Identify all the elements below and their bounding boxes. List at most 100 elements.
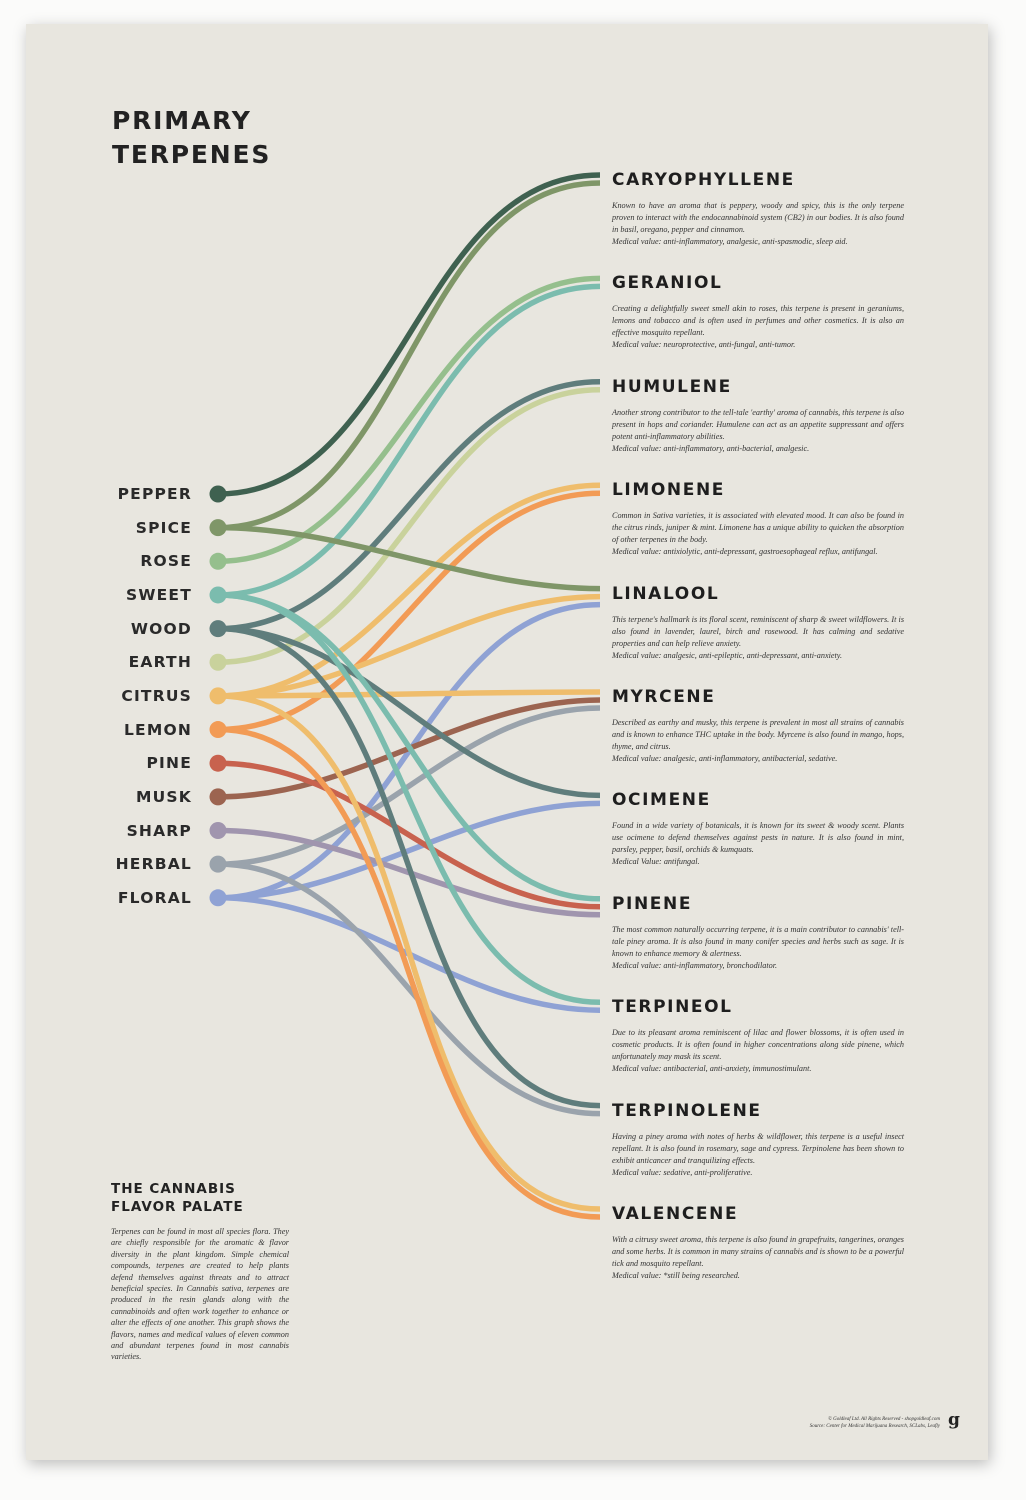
terpene-name: CARYOPHYLLENE xyxy=(612,170,795,190)
terpene-medical-value: Medical value: antixiolytic, anti-depres… xyxy=(612,547,878,557)
connection-earth-humulene xyxy=(217,387,601,665)
flavor-label-musk: MUSK xyxy=(136,787,192,806)
terpene-description: Known to have an aroma that is peppery, … xyxy=(612,200,904,248)
connection-wood-humulene xyxy=(217,379,601,632)
terpene-limonene: LIMONENE Common in Sativa varieties, it i… xyxy=(612,480,904,558)
terpene-desc-text: With a citrusy sweet aroma, this terpene… xyxy=(612,1235,904,1268)
terpene-name: LIMONENE xyxy=(612,480,726,501)
terpene-desc-text: Due to its pleasant aroma reminiscent of… xyxy=(612,1028,904,1062)
terpene-medical-value: Medical value: *still being researched. xyxy=(612,1271,740,1280)
title-line-2: TERPENES xyxy=(112,140,272,169)
terpene-medical-value: Medical value: neuroprotective, anti-fun… xyxy=(612,340,796,350)
terpene-myrcene: MYRCENE Described as earthy and musky, th… xyxy=(612,687,904,765)
terpene-geraniol: GERANIOL Creating a delightfully sweet sm… xyxy=(612,273,904,351)
terpene-medical-value: Medical value: anti-inflammatory, bronch… xyxy=(612,960,778,970)
connection-floral-ocimene xyxy=(217,800,601,901)
connection-citrus-limonene xyxy=(217,482,601,699)
flavor-dot-floral xyxy=(209,889,227,907)
terpene-name: TERPINOLENE xyxy=(612,1100,762,1121)
terpene-medical-value: Medical value: analgesic, anti-epileptic… xyxy=(612,650,843,660)
flavor-dot-pepper xyxy=(209,485,227,503)
terpene-name: HUMULENE xyxy=(612,376,732,397)
terpene-name: VALENCENE xyxy=(612,1204,739,1224)
flavor-dot-citrus xyxy=(209,687,227,705)
connection-pepper-caryophyllene xyxy=(217,172,601,497)
terpene-valencene: VALENCENE With a citrusy sweet aroma, thi… xyxy=(612,1204,904,1282)
terpene-desc-text: Described as earthy and musky, this terp… xyxy=(612,718,904,751)
terpene-medical-value: Medical value: sedative, anti-proliferat… xyxy=(612,1167,753,1177)
terpene-desc-text: Common in Sativa varieties, it is associ… xyxy=(612,511,904,545)
flavor-dot-lemon xyxy=(209,721,227,739)
terpene-description: This terpene's hallmark is its floral sc… xyxy=(612,614,904,662)
connection-herbal-terpinolene xyxy=(217,861,601,1117)
flavor-label-herbal: HERBAL xyxy=(115,855,192,874)
terpene-description: The most common naturally occurring terp… xyxy=(612,924,904,972)
flavor-dot-wood xyxy=(209,620,227,638)
goldleaf-logo: g xyxy=(948,1410,960,1430)
connection-wood-ocimene xyxy=(217,625,601,799)
flavor-dot-sharp xyxy=(209,822,227,839)
terpene-desc-text: The most common naturally occurring terp… xyxy=(612,924,904,958)
terpene-medical-value: Medical value: analgesic, anti-inflammat… xyxy=(612,754,838,763)
connection-pine-pinene xyxy=(217,760,601,910)
terpene-name: GERANIOL xyxy=(612,273,723,294)
flavor-dot-spice xyxy=(209,519,227,537)
terpene-desc-text: Having a piney aroma with notes of herbs… xyxy=(612,1131,904,1165)
flavor-label-spice: SPICE xyxy=(135,518,192,537)
terpene-humulene: HUMULENE Another strong contributor to th… xyxy=(612,377,904,455)
connection-citrus-valencene xyxy=(217,693,601,1212)
flavor-dot-sweet xyxy=(209,586,227,604)
poster xyxy=(26,24,988,1460)
terpene-desc-text: This terpene's hallmark is its floral sc… xyxy=(612,614,904,648)
page-title: PRIMARY TERPENES xyxy=(112,104,271,172)
flavor-dot-herbal xyxy=(209,855,227,873)
terpene-linalool: LINALOOL This terpene's hallmark is its f… xyxy=(612,584,904,662)
terpene-terpineol: TERPINEOL Due to its pleasant aroma remin… xyxy=(612,997,904,1075)
connection-spice-linalool xyxy=(217,524,601,592)
source: Source: Center for Medical Marijuana Res… xyxy=(809,1424,940,1429)
flavor-label-pine: PINE xyxy=(146,754,192,773)
connection-sweet-geraniol xyxy=(217,283,601,598)
flavor-label-sweet: SWEET xyxy=(125,585,192,604)
terpene-description: Due to its pleasant aroma reminiscent of… xyxy=(612,1027,904,1075)
terpene-desc-text: Found in a wide variety of botanicals, i… xyxy=(612,821,904,855)
terpene-name: LINALOOL xyxy=(612,583,720,604)
flavor-label-rose: ROSE xyxy=(140,552,192,571)
flavor-label-floral: FLORAL xyxy=(117,888,192,907)
connection-lemon-valencene xyxy=(217,726,601,1220)
terpene-description: With a citrusy sweet aroma, this terpene… xyxy=(612,1234,904,1282)
palate-title: THE CANNABIS FLAVOR PALATE xyxy=(111,1181,244,1215)
terpene-caryophyllene: CARYOPHYLLENE Known to have an aroma that… xyxy=(612,170,904,248)
terpene-ocimene: OCIMENE Found in a wide variety of botani… xyxy=(612,790,904,868)
terpene-desc-text: Another strong contributor to the tell-t… xyxy=(612,407,904,441)
flavor-label-lemon: LEMON xyxy=(123,720,192,739)
flavor-dot-rose xyxy=(209,552,227,570)
flavor-label-earth: EARTH xyxy=(128,653,192,672)
terpene-description: Common in Sativa varieties, it is associ… xyxy=(612,510,904,558)
connection-wood-terpinolene xyxy=(217,625,601,1109)
copyright: © Goldleaf Ltd. All Rights Reserved - sh… xyxy=(828,1417,940,1422)
flavor-dot-earth xyxy=(209,653,227,671)
terpene-desc-text: Creating a delightfully sweet smell akin… xyxy=(612,304,904,338)
terpene-name: MYRCENE xyxy=(612,687,716,707)
connection-rose-geraniol xyxy=(217,275,601,565)
terpene-name: OCIMENE xyxy=(612,790,711,811)
connection-citrus-linalool xyxy=(217,593,601,699)
terpene-medical-value: Medical Value: antifungal. xyxy=(612,857,700,867)
terpene-medical-value: Medical value: anti-inflammatory, anti-b… xyxy=(612,443,810,453)
credits: © Goldleaf Ltd. All Rights Reserved - sh… xyxy=(810,1416,940,1430)
terpene-desc-text: Known to have an aroma that is peppery, … xyxy=(612,201,904,234)
flavor-label-sharp: SHARP xyxy=(126,821,192,840)
flavor-label-wood: WOOD xyxy=(130,619,192,638)
flavor-palate-section: THE CANNABIS FLAVOR PALATE Terpenes can … xyxy=(111,1180,289,1363)
terpene-description: Creating a delightfully sweet smell akin… xyxy=(612,303,904,351)
connection-sweet-terpineol xyxy=(217,592,601,1005)
terpene-terpinolene: TERPINOLENE Having a piney aroma with not… xyxy=(612,1101,904,1179)
title-line-1: PRIMARY xyxy=(112,106,252,135)
terpene-description: Found in a wide variety of botanicals, i… xyxy=(612,820,904,868)
palate-text: Terpenes can be found in most all specie… xyxy=(111,1227,289,1362)
connection-citrus-myrcene xyxy=(217,689,601,699)
flavor-label-pepper: PEPPER xyxy=(117,485,192,503)
